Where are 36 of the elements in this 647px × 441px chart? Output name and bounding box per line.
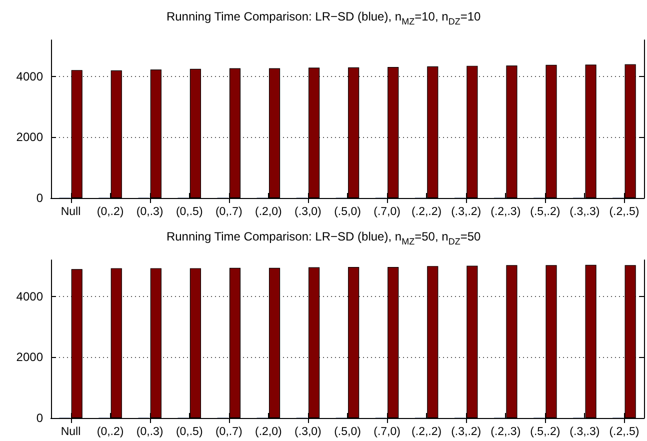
x-tick-label: Null [60,426,81,438]
x-tick-label: (0,.7) [215,206,242,218]
y-tick-label: 4000 [16,69,44,84]
x-tick-label: (.3,0) [294,206,322,218]
x-tick-label: (.2,.5) [609,426,640,438]
x-tick-label: (.5,0) [334,206,362,218]
x-tick-label: (.2,.2) [412,426,442,438]
x-tick-label: (0,.5) [176,426,203,438]
y-tick-label: 0 [36,191,44,205]
x-tick-label: (.5,.2) [530,206,560,218]
x-tick-label: (.3,.3) [570,206,600,218]
x-tick-label: (.5,0) [334,426,362,438]
y-tick-label: 2000 [16,130,44,144]
x-tick-label: Null [60,206,81,218]
x-tick-label: (.2,.2) [412,206,442,218]
x-tick-label: (.2,.5) [609,206,640,218]
x-tick-label: (0,.2) [96,426,124,438]
x-tick-label: (.2,.3) [490,206,521,218]
x-tick-label: (0,.3) [136,426,164,438]
x-tick-label: (0,.5) [176,206,203,218]
x-tick-label: (.3,.2) [451,426,482,438]
y-tick-label: 0 [36,411,44,425]
x-tick-label: (.7,0) [374,206,401,218]
x-tick-label: (0,.2) [96,206,124,218]
x-tick-label: (.3,.2) [451,206,482,218]
x-tick-label: (0,.7) [215,426,242,438]
x-tick-label: (.2,0) [255,426,282,438]
y-tick-label: 4000 [16,289,44,304]
y-tick-label: 2000 [16,350,44,364]
x-tick-label: (.3,.3) [570,426,600,438]
x-tick-label: (.2,0) [255,206,282,218]
x-tick-label: (0,.3) [136,206,164,218]
x-tick-label: (.3,0) [294,426,322,438]
x-tick-label: (.2,.3) [490,426,521,438]
x-tick-label: (.5,.2) [530,426,560,438]
x-tick-label: (.7,0) [374,426,401,438]
